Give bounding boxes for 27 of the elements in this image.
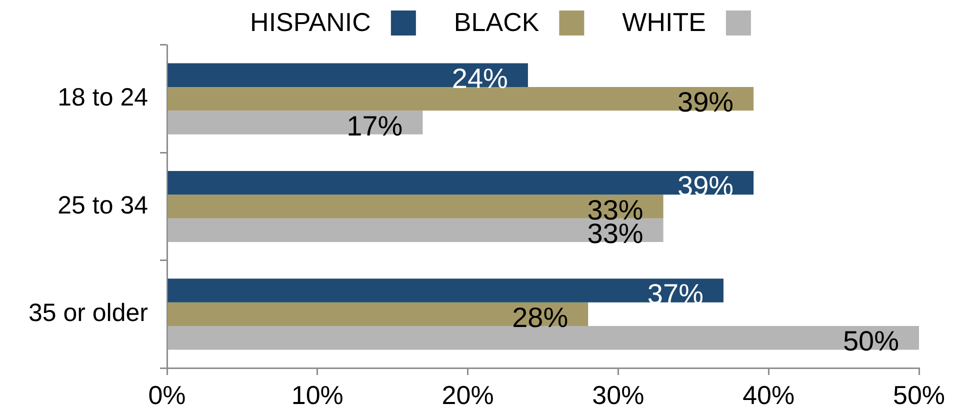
x-tick-label: 40% [742,380,795,410]
bar [168,86,754,111]
legend-label: BLACK [454,7,540,38]
data-label: 39% [678,86,734,118]
legend-label: HISPANIC [250,7,371,38]
y-tick-label: 18 to 24 [58,84,148,112]
legend-label: WHITE [622,7,706,38]
x-tick-label: 0% [148,380,186,410]
y-tick-label: 35 or older [28,299,148,328]
x-tick-label: 20% [442,380,494,410]
data-label: 17% [346,110,403,142]
data-label: 28% [512,302,568,334]
bar [168,194,664,218]
bar [168,302,588,326]
y-tick-label: 25 to 34 [58,191,148,220]
bar [168,218,664,242]
data-label: 39% [678,170,734,202]
bar [168,326,919,350]
x-tick-label: 30% [592,380,644,410]
bar [168,63,528,87]
bar [168,110,423,134]
bar [168,170,754,195]
x-tick-label: 10% [291,380,344,410]
data-label: 50% [842,326,899,357]
bar [168,278,724,302]
data-label: 24% [452,62,508,94]
x-tick-label: 50% [892,380,946,410]
